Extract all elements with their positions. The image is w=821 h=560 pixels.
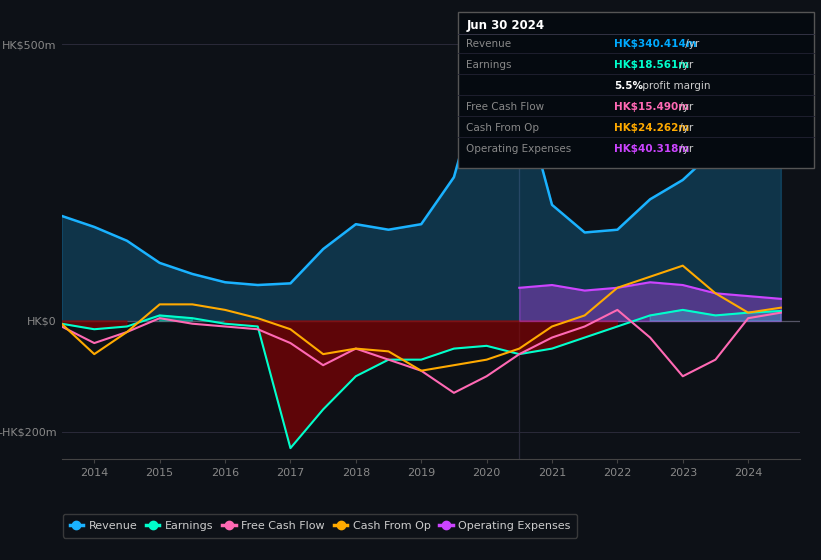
Text: HK$40.318m: HK$40.318m [614,144,690,154]
Text: Operating Expenses: Operating Expenses [466,144,571,154]
Text: Jun 30 2024: Jun 30 2024 [466,19,544,32]
Text: Cash From Op: Cash From Op [466,123,539,133]
Text: Free Cash Flow: Free Cash Flow [466,102,544,112]
Text: Revenue: Revenue [466,39,511,49]
Text: /yr: /yr [676,60,693,70]
Text: HK$24.262m: HK$24.262m [614,123,690,133]
Text: /yr: /yr [676,102,693,112]
Text: /yr: /yr [682,39,699,49]
Text: 5.5%: 5.5% [614,81,643,91]
Text: /yr: /yr [676,123,693,133]
Text: profit margin: profit margin [639,81,710,91]
Text: HK$340.414m: HK$340.414m [614,39,697,49]
Text: /yr: /yr [676,144,693,154]
Text: HK$15.490m: HK$15.490m [614,102,690,112]
Text: HK$18.561m: HK$18.561m [614,60,690,70]
Text: Earnings: Earnings [466,60,511,70]
Legend: Revenue, Earnings, Free Cash Flow, Cash From Op, Operating Expenses: Revenue, Earnings, Free Cash Flow, Cash … [63,514,577,538]
